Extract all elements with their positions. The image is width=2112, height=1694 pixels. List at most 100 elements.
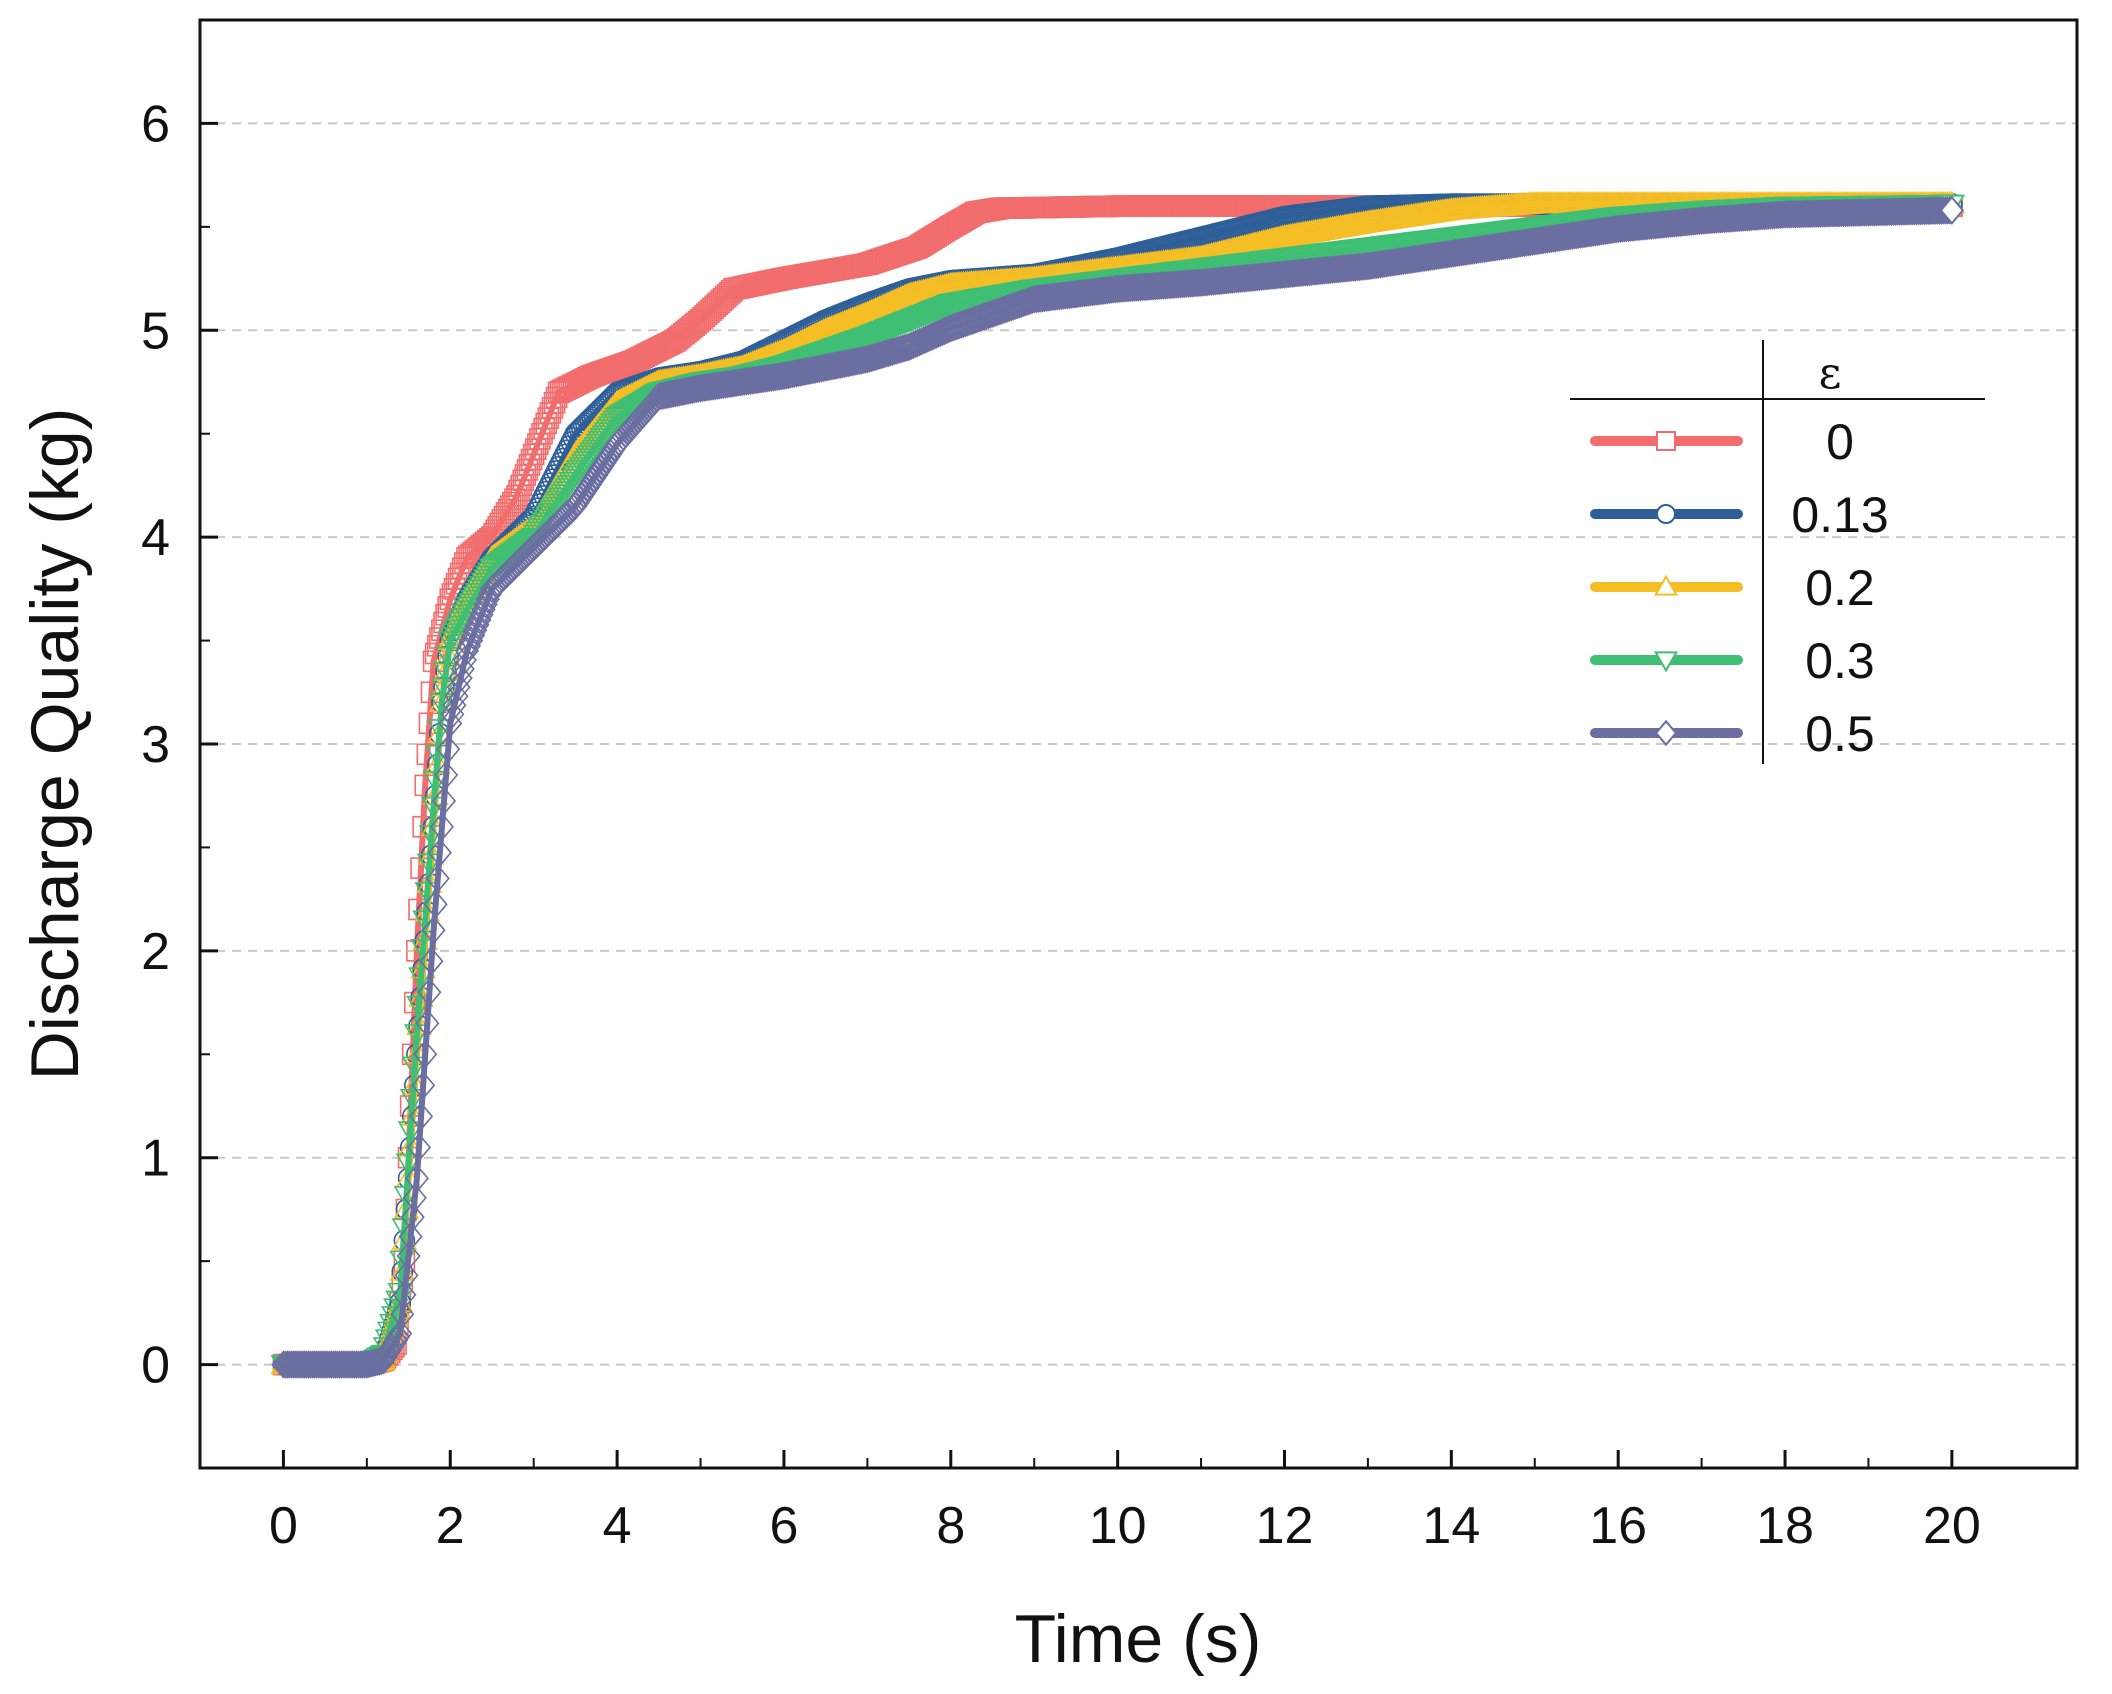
legend-entry: 0.2 [1590,560,1875,616]
data-marker [401,1056,428,1080]
data-marker [504,488,526,511]
x-tick-label: 6 [769,1497,798,1555]
data-marker [855,345,880,374]
data-marker [411,1071,436,1100]
data-marker [873,319,900,343]
data-marker [927,298,954,321]
data-marker [863,342,888,372]
legend-label: 0.13 [1791,487,1888,543]
series-layer [270,190,1966,1379]
data-marker [910,304,937,328]
series-0-3 [270,194,1966,1378]
y-tick-label: 4 [141,509,170,567]
data-marker [398,1222,423,1251]
data-marker [399,1088,426,1112]
data-marker [429,812,454,841]
y-tick-label: 3 [141,716,170,774]
x-tick-label: 2 [436,1497,465,1555]
series-line [283,201,1952,1368]
x-tick-label: 20 [1923,1497,1981,1555]
data-marker [438,709,463,738]
y-axis-title: Discharge Quality (kg) [17,408,93,1081]
data-marker [354,1350,379,1379]
data-marker [864,323,891,346]
data-marker [867,322,893,345]
data-marker [906,306,933,329]
data-marker [421,915,446,945]
data-marker [425,864,450,893]
series-0 [272,195,1963,1376]
x-tick-label: 16 [1589,1497,1647,1555]
data-marker [861,343,886,372]
data-marker [394,1261,419,1290]
data-marker [1009,289,1034,318]
data-marker [921,300,947,324]
legend: ε 0 0.13 0.2 0.3 0.5 [1570,340,1985,764]
series-0-5 [271,195,1965,1379]
series-line [283,207,1952,1368]
data-marker [908,305,935,329]
data-marker [869,340,895,370]
series-0-2 [270,190,1966,1374]
data-marker [419,946,444,976]
legend-swatch-marker [1653,651,1679,673]
series-line [283,201,1952,1368]
data-marker [877,318,904,341]
legend-title: ε [1819,348,1842,399]
data-marker [892,312,918,335]
y-tick-label: 5 [141,302,170,360]
data-marker [396,1241,421,1271]
data-marker [880,337,905,367]
data-marker [883,315,910,339]
data-marker [390,1299,415,1329]
data-marker [925,299,952,322]
plot-frame [198,18,2079,1470]
data-marker [904,307,931,330]
legend-entry: 0 [1590,414,1854,470]
legend-entry: 0.3 [1590,633,1875,689]
data-marker [902,308,929,331]
data-marker [879,317,906,340]
data-marker [400,1202,425,1232]
data-marker [876,338,901,368]
data-marker [885,314,912,338]
series-line [283,203,1952,1368]
data-marker [444,681,469,711]
data-marker [865,341,890,371]
legend-label: 0.5 [1805,706,1875,762]
data-marker [854,327,881,350]
x-tick-label: 18 [1756,1497,1814,1555]
data-marker [423,890,448,919]
data-marker [862,323,889,347]
data-marker [871,320,897,343]
data-marker [417,977,442,1007]
data-marker [887,313,914,337]
x-tick-label: 14 [1422,1497,1480,1555]
data-marker [867,341,892,370]
data-marker [450,654,475,684]
x-axis-title: Time (s) [1015,1601,1262,1677]
data-marker [917,302,943,325]
data-marker [406,995,432,1019]
y-tick-label: 2 [141,923,170,981]
x-tick-label: 10 [1089,1497,1147,1555]
data-marker [395,1153,422,1176]
data-marker [406,1133,432,1162]
data-marker [896,310,922,334]
data-marker [397,1121,424,1144]
data-marker [857,344,882,373]
x-tick-label: 0 [269,1497,298,1555]
data-marker [440,700,465,729]
legend-label: 0 [1826,414,1854,470]
y-tick-label: 0 [141,1337,170,1395]
data-marker [894,311,920,334]
data-marker [900,308,927,332]
y-tick-label: 1 [141,1130,170,1188]
series-0-13 [272,193,1963,1376]
data-marker [878,338,903,367]
data-marker [404,991,426,1014]
legend-entry: 0.13 [1590,487,1889,543]
